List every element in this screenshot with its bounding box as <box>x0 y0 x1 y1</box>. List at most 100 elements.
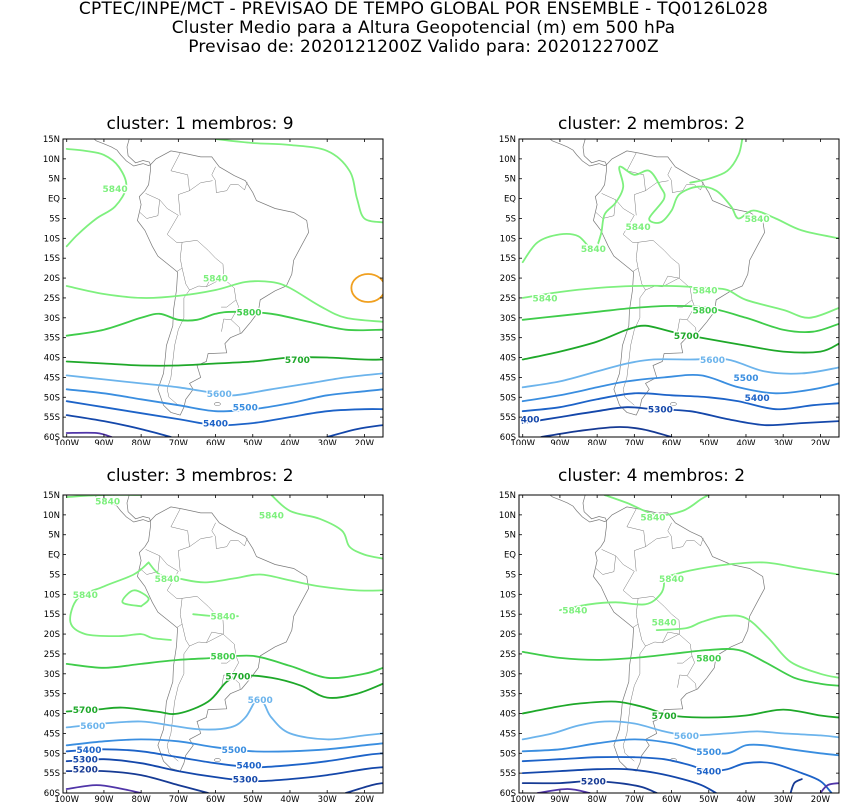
lat-tick-label: 30S <box>44 314 60 324</box>
lat-tick-label: 5N <box>48 175 60 185</box>
lat-tick-label: 10S <box>44 234 60 244</box>
lon-tick-label: 50W <box>699 795 719 803</box>
lon-tick-label: 80W <box>132 795 152 803</box>
country-border <box>638 596 680 635</box>
country-border <box>231 319 241 333</box>
lon-tick-label: 60W <box>206 439 226 445</box>
lat-tick-label: 10S <box>500 590 516 600</box>
contour-line-5840 <box>689 139 744 184</box>
lat-tick-label: 5N <box>504 531 516 541</box>
contour-map: 5840 5840 5840 5840 5840 5800 5700 5700 5600 5600… <box>43 491 384 805</box>
lat-tick-label: 30S <box>500 670 516 680</box>
lat-tick-label: 25S <box>500 294 516 304</box>
country-border <box>170 508 190 572</box>
map-panel-cluster-1: cluster: 1 membros: 9 5840 5840 5800 5700 56… <box>0 110 400 449</box>
country-border <box>231 675 241 689</box>
lat-tick-label: EQ <box>48 551 60 561</box>
contour-label: 5600 <box>700 356 725 366</box>
south-america-coastline <box>593 150 765 416</box>
contour-line-5700 <box>65 674 383 715</box>
map-panel-cluster-3: cluster: 3 membros: 2 5840 5840 5840 5840 58… <box>0 466 400 805</box>
contour-label: 5840 <box>659 575 684 585</box>
lat-tick-label: 55S <box>500 413 516 423</box>
contour-label: 5840 <box>640 513 665 523</box>
lon-tick-label: 20W <box>811 795 831 803</box>
lat-tick-label: 25S <box>44 294 60 304</box>
contour-label: 5800 <box>696 654 721 664</box>
contour-label: 5840 <box>155 575 180 585</box>
contour-line-5300 <box>521 767 718 793</box>
lon-tick-label: 30W <box>318 439 338 445</box>
contour-label: 5400 <box>696 768 721 778</box>
lon-tick-label: 30W <box>774 439 794 445</box>
contour-label: 5200 <box>581 778 606 788</box>
country-border <box>601 193 635 216</box>
contour-line-5840 <box>65 495 142 498</box>
contour-label: 5840 <box>203 275 228 285</box>
lat-tick-label: 35S <box>44 334 60 344</box>
map-panel-cluster-4: cluster: 4 membros: 2 5840 5840 5840 5840 58… <box>456 466 847 805</box>
country-border <box>622 571 639 628</box>
country-border <box>166 215 183 272</box>
contour-label: 5700 <box>73 706 98 716</box>
base-map <box>93 495 309 772</box>
contour-line-5400 <box>521 392 839 413</box>
contour-label: 5700 <box>285 356 310 366</box>
contour-line-5800 <box>521 648 839 687</box>
country-border <box>166 624 190 762</box>
lon-tick-label: 60W <box>662 439 682 445</box>
lat-tick-label: 15N <box>499 491 516 501</box>
contour-map: 5840 5840 5840 5840 5840 5800 5700 5600 5500 5400… <box>499 135 840 449</box>
contour-label: 5840 <box>626 223 651 233</box>
country-border <box>645 180 669 191</box>
falkland-islands <box>214 402 221 406</box>
contour-line-5200 <box>521 780 658 793</box>
central-america-coastline <box>93 495 151 523</box>
country-border <box>645 633 693 664</box>
country-border <box>182 596 224 635</box>
plot-frame <box>62 138 384 438</box>
lat-tick-label: 35S <box>500 690 516 700</box>
contour-label: 5300 <box>73 756 98 766</box>
contour-label: 5840 <box>103 185 128 195</box>
lat-tick-label: 50S <box>500 393 516 403</box>
country-border <box>189 633 237 664</box>
panel-title: cluster: 1 membros: 9 <box>106 114 294 134</box>
plot-area: 5840 5840 5840 5840 5800 5700 5600 5500 5400 5200 <box>521 495 839 793</box>
country-border <box>189 536 213 547</box>
lat-tick-label: 60S <box>500 789 516 799</box>
header-subtitle-line: Cluster Medio para a Altura Geopotencial… <box>171 18 676 38</box>
contour-line-5840 <box>121 589 150 608</box>
contour-line-5840 <box>270 495 383 560</box>
contour-line-5100 <box>536 788 591 793</box>
plot-area: 5840 5840 5840 5840 5840 5800 5700 5700 5600 5600… <box>65 495 383 793</box>
lon-tick-label: 30W <box>318 795 338 803</box>
lat-tick-label: 50S <box>44 749 60 759</box>
lat-tick-label: 55S <box>44 769 60 779</box>
contour-map: 5840 5840 5840 5840 5800 5700 5600 5500 5400 5200… <box>499 491 840 805</box>
contour-line-5840 <box>147 561 383 592</box>
lat-tick-label: 45S <box>500 373 516 383</box>
contour-line-5700 <box>521 324 839 361</box>
lat-tick-label: 15S <box>500 610 516 620</box>
contour-label: 5840 <box>652 619 677 629</box>
contour-line-5300 <box>65 758 383 783</box>
falkland-islands <box>670 402 677 406</box>
lat-tick-label: 40S <box>44 354 60 364</box>
contour-line-5800 <box>521 305 839 334</box>
contour-label: 5840 <box>533 294 558 304</box>
contour-line-5840 <box>65 148 128 248</box>
contour-line-5500 <box>521 373 839 403</box>
contour-line-5700 <box>65 356 383 367</box>
lon-tick-label: 70W <box>169 439 189 445</box>
contour-line-5840 <box>214 139 383 224</box>
country-border <box>622 268 646 406</box>
contour-line-5200 <box>344 782 383 793</box>
lat-tick-label: 5S <box>505 570 516 580</box>
country-border <box>622 624 646 762</box>
lon-tick-label: 90W <box>94 439 114 445</box>
country-border <box>189 180 213 191</box>
contour-line-5300 <box>65 414 172 437</box>
lon-tick-label: 80W <box>132 439 152 445</box>
